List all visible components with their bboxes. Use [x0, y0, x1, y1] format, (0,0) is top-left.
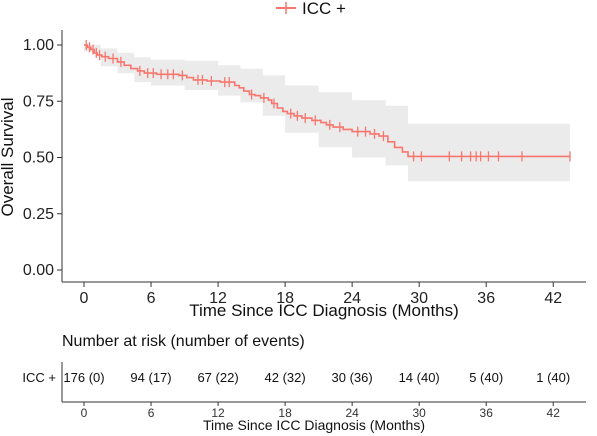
plot-area	[84, 40, 571, 182]
y-axis-ticks: 0.00 0.25 0.50 0.75 1.00	[23, 37, 62, 279]
risk-tick-label: 36	[480, 406, 494, 420]
risk-table-row-label: ICC +	[22, 370, 56, 385]
y-tick-label: 0.75	[23, 93, 54, 110]
x-axis-title: Time Since ICC Diagnosis (Months)	[189, 301, 459, 320]
risk-table: Number at risk (number of events) ICC + …	[22, 333, 586, 433]
risk-tick-label: 0	[81, 406, 88, 420]
risk-tick-label: 42	[547, 406, 561, 420]
risk-table-x-title: Time Since ICC Diagnosis (Months)	[203, 417, 425, 433]
risk-tick-label: 12	[211, 406, 225, 420]
x-tick-label: 42	[544, 290, 562, 307]
risk-table-cell: 14 (40)	[399, 370, 440, 385]
risk-table-cell: 176 (0)	[63, 370, 104, 385]
risk-table-cell: 42 (32)	[265, 370, 306, 385]
risk-table-cells: 176 (0) 94 (17) 67 (22) 42 (32) 30 (36) 14 (4…	[63, 370, 570, 385]
x-tick-label: 12	[209, 290, 227, 307]
risk-tick-label: 24	[345, 406, 359, 420]
risk-table-cell: 94 (17)	[130, 370, 171, 385]
risk-tick-label: 18	[278, 406, 292, 420]
y-tick-label: 0.00	[23, 262, 54, 279]
risk-table-cell: 5 (40)	[469, 370, 503, 385]
y-tick-label: 1.00	[23, 37, 54, 54]
risk-table-cell: 1 (40)	[536, 370, 570, 385]
y-tick-label: 0.25	[23, 206, 54, 223]
x-tick-label: 30	[410, 290, 428, 307]
risk-table-cell: 30 (36)	[332, 370, 373, 385]
y-tick-label: 0.50	[23, 150, 54, 167]
x-tick-label: 36	[477, 290, 495, 307]
legend-label-icc: ICC +	[302, 0, 346, 18]
x-tick-label: 0	[80, 290, 89, 307]
x-tick-label: 18	[276, 290, 294, 307]
risk-table-title: Number at risk (number of events)	[62, 333, 305, 350]
risk-table-ticks: 0 6 12 18 24 30 36 42	[81, 402, 561, 420]
x-tick-label: 24	[343, 290, 361, 307]
confidence-band	[84, 45, 570, 182]
x-tick-label: 6	[147, 290, 156, 307]
legend: ICC +	[276, 0, 346, 18]
y-axis-title: Overall Survival	[0, 97, 17, 216]
risk-tick-label: 30	[412, 406, 426, 420]
x-axis-ticks: 0 6 12 18 24 30 36 42	[80, 282, 562, 307]
risk-tick-label: 6	[148, 406, 155, 420]
risk-table-cell: 67 (22)	[197, 370, 238, 385]
